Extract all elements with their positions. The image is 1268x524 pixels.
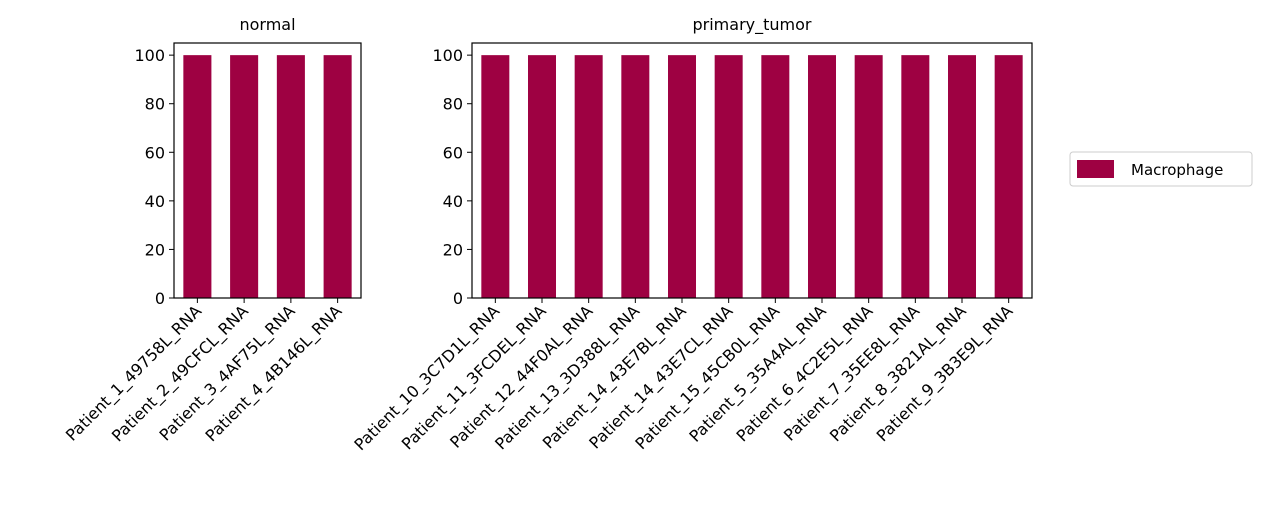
bar bbox=[761, 55, 790, 299]
legend-label: Macrophage bbox=[1131, 161, 1223, 179]
bar bbox=[323, 55, 352, 299]
bar bbox=[481, 55, 510, 299]
bar bbox=[714, 55, 743, 299]
bar bbox=[901, 55, 930, 299]
chart-title: primary_tumor bbox=[693, 15, 812, 35]
bar bbox=[994, 55, 1023, 299]
legend-swatch bbox=[1077, 160, 1114, 178]
axes-frame bbox=[471, 42, 1033, 299]
bar bbox=[276, 55, 305, 299]
legend-frame bbox=[1069, 151, 1253, 187]
y-tick-label: 40 bbox=[145, 192, 165, 211]
chart-title: normal bbox=[239, 15, 295, 34]
y-tick-label: 60 bbox=[443, 143, 463, 162]
legend: Macrophage bbox=[1069, 151, 1253, 187]
y-tick-label: 100 bbox=[134, 46, 165, 65]
bar bbox=[808, 55, 836, 299]
y-tick-label: 80 bbox=[145, 95, 165, 114]
y-tick-label: 0 bbox=[453, 289, 463, 308]
y-tick-label: 100 bbox=[432, 46, 463, 65]
axes-frame bbox=[173, 42, 362, 299]
bar bbox=[621, 55, 650, 299]
y-tick-label: 20 bbox=[443, 240, 463, 259]
bar bbox=[528, 55, 556, 299]
y-tick-label: 0 bbox=[155, 289, 165, 308]
y-tick-label: 80 bbox=[443, 95, 463, 114]
y-tick-label: 20 bbox=[145, 240, 165, 259]
bar bbox=[183, 55, 212, 299]
bar bbox=[948, 55, 976, 299]
y-tick-label: 60 bbox=[145, 143, 165, 162]
y-tick-label: 40 bbox=[443, 192, 463, 211]
bar bbox=[230, 55, 259, 299]
bar bbox=[668, 55, 696, 299]
bar bbox=[854, 55, 883, 299]
bar bbox=[574, 55, 603, 299]
